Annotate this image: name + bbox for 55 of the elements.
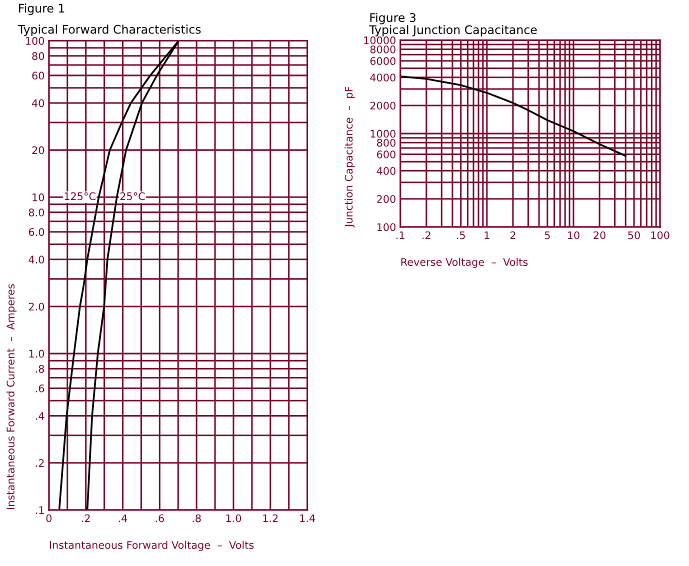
x-tick-label: .2 xyxy=(422,231,430,240)
x-tick-label: .4 xyxy=(118,514,128,522)
chart-subtitle: Typical Forward Characteristics xyxy=(18,24,201,36)
x-tick-label: 5 xyxy=(544,231,550,240)
y-tick-label: 8.0 xyxy=(28,208,44,216)
y-tick-label: .1 xyxy=(36,506,44,514)
y-tick-label: 100 xyxy=(26,36,44,45)
x-tick-label: 100 xyxy=(651,231,670,240)
y-tick-label: 2000 xyxy=(370,102,396,110)
chart-subtitle: Typical Junction Capacitance xyxy=(369,25,537,36)
y-tick-label: 6.0 xyxy=(28,228,44,236)
x-tick-label: 2 xyxy=(510,231,516,240)
y-tick-label: .4 xyxy=(36,412,44,420)
x-tick-label: 1.0 xyxy=(226,514,242,522)
y-tick-label: 800 xyxy=(376,138,396,147)
y-tick-label: 200 xyxy=(377,195,396,203)
y-tick-label: 1000 xyxy=(370,130,396,138)
series-label: 125°C xyxy=(64,192,96,200)
x-tick-label: 1.4 xyxy=(300,514,315,522)
y-tick-label: 10 xyxy=(32,193,44,202)
x-axis-title: Reverse Voltage – Volts xyxy=(401,258,528,268)
y-tick-label: 20 xyxy=(32,146,44,154)
y-tick-label: .8 xyxy=(36,364,44,373)
chart-title: Figure 1 xyxy=(19,4,64,15)
y-tick-label: 80 xyxy=(32,52,44,60)
chart-title: Figure 3 xyxy=(370,12,416,24)
x-tick-label: 0 xyxy=(46,514,52,522)
x-tick-label: .5 xyxy=(456,231,465,240)
x-axis-title: Instantaneous Forward Voltage – Volts xyxy=(50,540,254,551)
x-tick-label: .2 xyxy=(82,514,90,522)
y-tick-label: 8000 xyxy=(370,45,396,54)
y-tick-label: 600 xyxy=(376,150,396,158)
y-axis-title: Instantaneous Forward Current – Amperes xyxy=(6,284,17,509)
y-tick-label: .6 xyxy=(36,384,44,392)
y-tick-label: 10000 xyxy=(364,36,396,44)
y-tick-label: 4000 xyxy=(370,74,396,82)
x-tick-label: .8 xyxy=(192,514,201,522)
y-tick-label: 400 xyxy=(376,166,396,175)
x-tick-label: 50 xyxy=(628,231,640,240)
y-tick-label: 4.0 xyxy=(28,256,44,264)
y-tick-label: 6000 xyxy=(370,57,396,66)
x-tick-label: .6 xyxy=(156,514,164,522)
y-tick-label: 60 xyxy=(32,72,44,80)
y-axis-title: Junction Capacitance – pF xyxy=(344,86,355,228)
x-tick-label: 1 xyxy=(484,231,490,240)
x-tick-label: 1.2 xyxy=(263,514,278,522)
y-tick-label: 2.0 xyxy=(28,302,44,311)
y-tick-label: .2 xyxy=(36,459,44,467)
x-tick-label: 10 xyxy=(568,231,580,240)
y-tick-label: 40 xyxy=(32,99,44,108)
y-tick-label: 1.0 xyxy=(29,350,44,358)
y-tick-label: 100 xyxy=(377,223,396,232)
x-tick-label: .1 xyxy=(396,231,404,240)
x-tick-label: 20 xyxy=(594,231,606,240)
series-label: 25°C xyxy=(120,192,145,200)
